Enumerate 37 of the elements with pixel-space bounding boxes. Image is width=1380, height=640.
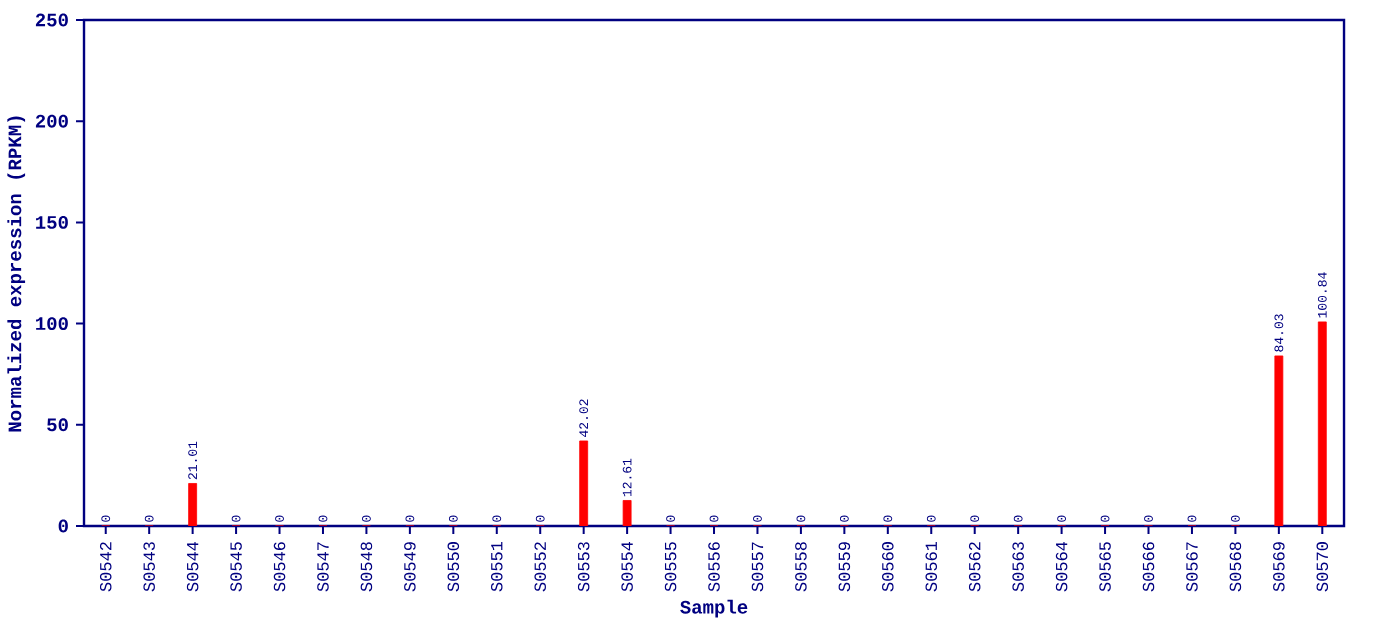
x-tick-label: S0542 bbox=[99, 542, 112, 592]
x-tick-label: S0560 bbox=[882, 542, 894, 592]
x-tick-label: S0562 bbox=[968, 542, 981, 592]
x-tick-label: S0551 bbox=[491, 541, 503, 592]
x-tick-label: S0564 bbox=[1055, 541, 1068, 592]
y-tick-label: 200 bbox=[35, 114, 68, 128]
x-tick-label: S0549 bbox=[404, 542, 416, 592]
x-tick-label: S0568 bbox=[1229, 542, 1242, 592]
x-tick-label: S0569 bbox=[1273, 542, 1285, 592]
y-tick-label: 250 bbox=[35, 13, 68, 27]
x-tick-label: S0558 bbox=[795, 542, 807, 592]
x-tick-label: S0545 bbox=[230, 542, 242, 592]
y-tick-label: 0 bbox=[58, 519, 68, 533]
x-tick-label: S0555 bbox=[664, 542, 677, 592]
x-tick-label: S0567 bbox=[1186, 542, 1198, 592]
x-tick-label: S0543 bbox=[143, 542, 155, 592]
y-tick-label: 50 bbox=[47, 418, 68, 432]
x-tick-label: S0550 bbox=[447, 542, 460, 592]
x-tick-label: S0552 bbox=[534, 542, 546, 592]
x-tick-label: S0548 bbox=[360, 542, 373, 592]
x-tick-label: S0557 bbox=[751, 542, 764, 592]
x-tick-label: S0544 bbox=[186, 541, 199, 592]
x-axis-title: Sample bbox=[680, 599, 748, 618]
y-axis-title: Normalized expression (RPKM) bbox=[7, 116, 26, 432]
x-tick-label: S0561 bbox=[925, 541, 938, 592]
x-tick-label: S0556 bbox=[708, 542, 720, 592]
x-tick-label: S0554 bbox=[621, 541, 633, 592]
x-tick-label: S0563 bbox=[1012, 542, 1024, 592]
x-tick-label: S0565 bbox=[1099, 542, 1111, 592]
x-tick-label: S0553 bbox=[577, 542, 590, 592]
x-tick-label: S0546 bbox=[273, 542, 286, 592]
x-tick-label: S0566 bbox=[1142, 542, 1155, 592]
y-tick-label: 150 bbox=[36, 215, 68, 229]
x-tick-label: S0559 bbox=[838, 542, 851, 592]
x-tick-label: S0547 bbox=[317, 542, 329, 592]
y-tick-label: 100 bbox=[36, 317, 68, 331]
x-tick-label: S0570 bbox=[1316, 542, 1329, 592]
